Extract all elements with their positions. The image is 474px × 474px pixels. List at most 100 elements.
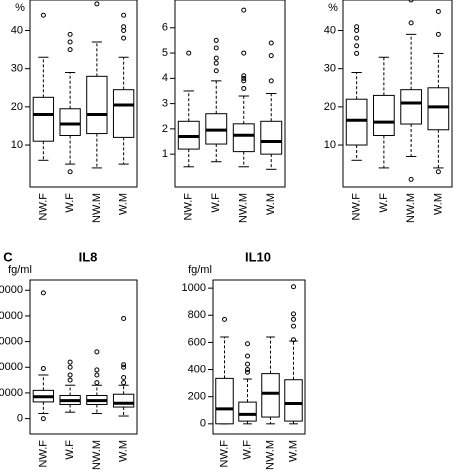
- x-tick-label: W.M: [432, 193, 444, 215]
- outlier: [213, 60, 219, 66]
- outlier: [94, 1, 100, 7]
- plot-frame: [29, 0, 138, 188]
- y-tick-label: 20: [11, 101, 23, 113]
- box: [261, 373, 280, 418]
- outlier: [291, 316, 296, 322]
- outlier: [354, 35, 360, 41]
- outlier: [213, 45, 219, 51]
- y-tick-label: 0: [17, 413, 23, 425]
- outlier: [245, 341, 250, 347]
- y-tick-label: 40: [11, 24, 23, 36]
- box: [400, 89, 422, 125]
- y-tick-label: 4: [162, 72, 168, 84]
- outlier: [408, 20, 414, 26]
- y-tick-label: 400: [188, 363, 206, 375]
- outlier: [245, 369, 250, 375]
- outlier: [121, 316, 127, 321]
- y-tick-label: 40000: [0, 310, 23, 322]
- outlier: [408, 176, 414, 182]
- outlier: [291, 323, 296, 329]
- plot-frame: [174, 0, 286, 188]
- box: [215, 377, 234, 425]
- outlier: [268, 78, 274, 84]
- outlier: [67, 169, 73, 175]
- y-axis-label: %: [15, 2, 25, 14]
- x-tick-label: W.F: [378, 193, 390, 213]
- outlier: [40, 366, 46, 372]
- outlier: [121, 364, 127, 370]
- outlier: [213, 37, 219, 43]
- y-tick-label: 1: [162, 148, 168, 160]
- outlier: [213, 55, 219, 61]
- box: [32, 96, 55, 142]
- y-tick-label: 5: [162, 47, 168, 59]
- box: [373, 94, 395, 136]
- plot-frame: [212, 279, 306, 435]
- x-tick-label: W.F: [64, 440, 76, 460]
- outlier: [67, 31, 73, 37]
- chart-title: IL8: [79, 249, 98, 264]
- x-tick-label: W.M: [118, 193, 130, 215]
- y-tick-label: 10000: [0, 387, 23, 399]
- y-axis-label: fg/ml: [8, 264, 32, 276]
- outlier: [67, 364, 73, 370]
- outlier: [241, 75, 247, 81]
- y-axis-label: %: [328, 2, 338, 14]
- x-tick-label: W.M: [265, 193, 277, 215]
- x-tick-label: W.M: [287, 440, 299, 462]
- y-tick-label: 50000: [0, 284, 23, 296]
- outlier: [67, 359, 73, 365]
- outlier: [268, 40, 274, 46]
- y-tick-label: 30: [11, 63, 23, 75]
- outlier: [435, 31, 441, 37]
- box: [86, 75, 108, 135]
- outlier: [121, 375, 127, 381]
- x-tick-label: NW.M: [405, 193, 417, 223]
- y-tick-label: 20000: [0, 361, 23, 373]
- outlier: [94, 380, 100, 386]
- outlier: [241, 85, 247, 91]
- y-tick-label: 1000: [182, 282, 206, 294]
- outlier: [241, 7, 247, 13]
- outlier: [121, 380, 127, 386]
- box: [112, 89, 135, 138]
- box: [260, 120, 283, 155]
- y-tick-label: 3: [162, 98, 168, 110]
- outlier: [408, 0, 414, 3]
- outlier: [245, 367, 250, 373]
- y-tick-label: 10: [11, 139, 23, 151]
- outlier: [121, 24, 127, 30]
- box: [427, 87, 450, 131]
- x-tick-label: NW.F: [37, 440, 49, 468]
- outlier: [40, 290, 46, 296]
- outlier: [354, 50, 360, 56]
- y-tick-label: 30000: [0, 336, 23, 348]
- plot-frame: [29, 279, 138, 435]
- outlier: [94, 367, 100, 373]
- x-tick-label: NW.M: [91, 193, 103, 223]
- outlier: [213, 68, 219, 74]
- box: [112, 393, 135, 408]
- y-tick-label: 2: [162, 123, 168, 135]
- box: [345, 98, 368, 146]
- x-tick-label: W.F: [64, 193, 76, 213]
- panel-label: C: [3, 249, 13, 264]
- x-tick-label: NW.M: [91, 440, 103, 470]
- outlier: [241, 73, 247, 79]
- outlier: [241, 50, 247, 56]
- outlier: [67, 372, 73, 378]
- outlier: [291, 337, 296, 343]
- outlier: [245, 361, 250, 367]
- x-tick-label: W.F: [241, 440, 253, 460]
- outlier: [67, 47, 73, 53]
- x-tick-label: W.F: [210, 193, 222, 213]
- y-tick-label: 200: [188, 391, 206, 403]
- outlier: [186, 50, 192, 56]
- y-tick-label: 600: [188, 336, 206, 348]
- outlier: [245, 353, 250, 359]
- outlier: [268, 53, 274, 59]
- outlier: [435, 8, 441, 14]
- outlier: [241, 78, 247, 84]
- outlier: [121, 12, 127, 18]
